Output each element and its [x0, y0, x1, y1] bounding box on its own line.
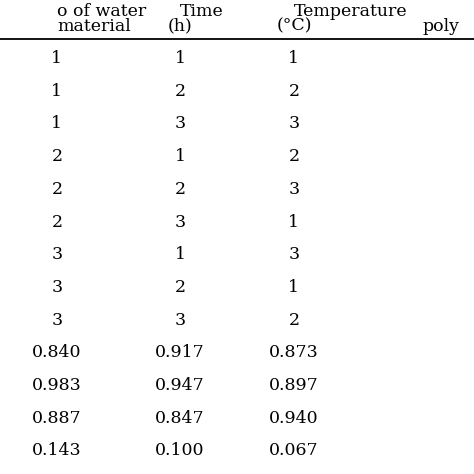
Text: o of water: o of water [57, 3, 146, 20]
Text: 1: 1 [288, 50, 300, 67]
Text: 3: 3 [288, 115, 300, 132]
Text: 3: 3 [288, 181, 300, 198]
Text: 1: 1 [288, 213, 300, 230]
Text: 3: 3 [174, 213, 186, 230]
Text: 2: 2 [288, 311, 300, 328]
Text: 0.887: 0.887 [32, 410, 82, 427]
Text: poly: poly [423, 18, 460, 35]
Text: 2: 2 [51, 181, 63, 198]
Text: (h): (h) [168, 18, 192, 35]
Text: 2: 2 [51, 148, 63, 165]
Text: 0.143: 0.143 [32, 442, 82, 459]
Text: 1: 1 [174, 148, 186, 165]
Text: 3: 3 [174, 311, 186, 328]
Text: 0.100: 0.100 [155, 442, 205, 459]
Text: 0.840: 0.840 [32, 344, 82, 361]
Text: 0.947: 0.947 [155, 377, 205, 394]
Text: 3: 3 [51, 246, 63, 263]
Text: 3: 3 [288, 246, 300, 263]
Text: 0.847: 0.847 [155, 410, 205, 427]
Text: 0.897: 0.897 [269, 377, 319, 394]
Text: 1: 1 [51, 115, 63, 132]
Text: 1: 1 [174, 50, 186, 67]
Text: 2: 2 [174, 82, 186, 100]
Text: 1: 1 [174, 246, 186, 263]
Text: 0.873: 0.873 [269, 344, 319, 361]
Text: Time: Time [180, 3, 224, 20]
Text: 1: 1 [51, 82, 63, 100]
Text: 2: 2 [51, 213, 63, 230]
Text: 2: 2 [288, 148, 300, 165]
Text: 2: 2 [288, 82, 300, 100]
Text: Temperature: Temperature [294, 3, 408, 20]
Text: (°C): (°C) [276, 18, 311, 35]
Text: 1: 1 [288, 279, 300, 296]
Text: 2: 2 [174, 279, 186, 296]
Text: material: material [57, 18, 131, 35]
Text: 0.067: 0.067 [269, 442, 319, 459]
Text: 3: 3 [51, 311, 63, 328]
Text: 1: 1 [51, 50, 63, 67]
Text: 0.940: 0.940 [269, 410, 319, 427]
Text: 0.917: 0.917 [155, 344, 205, 361]
Text: 0.983: 0.983 [32, 377, 82, 394]
Text: 2: 2 [174, 181, 186, 198]
Text: 3: 3 [174, 115, 186, 132]
Text: 3: 3 [51, 279, 63, 296]
